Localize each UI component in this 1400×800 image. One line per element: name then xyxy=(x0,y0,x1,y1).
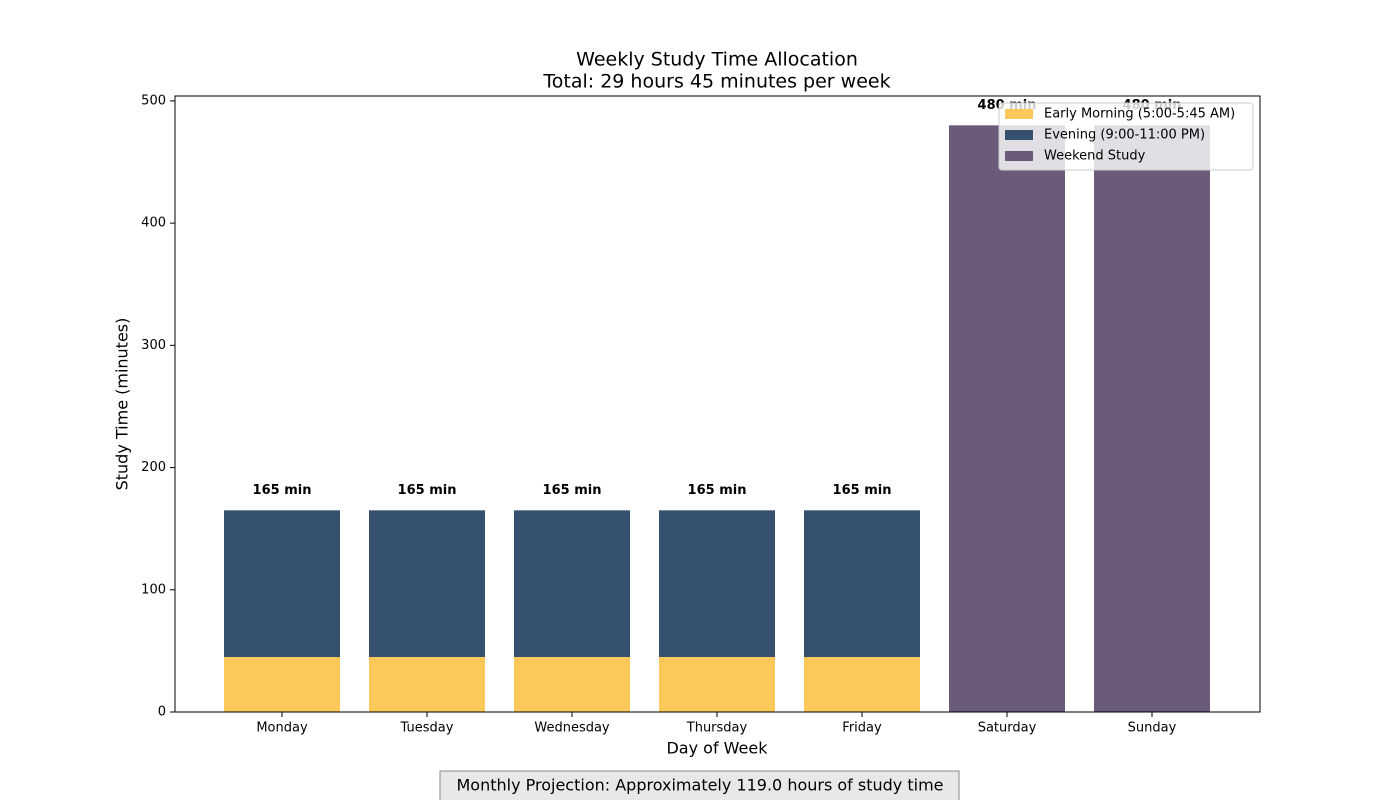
x-axis-label: Day of Week xyxy=(666,739,768,758)
bar-segment xyxy=(804,510,920,657)
bar-segment xyxy=(949,125,1065,713)
y-tick-label: 500 xyxy=(141,93,166,108)
bar-segment xyxy=(369,510,485,657)
legend-label: Early Morning (5:00-5:45 AM) xyxy=(1044,107,1235,122)
bar-segment xyxy=(224,510,340,657)
chart-title: Weekly Study Time Allocation xyxy=(576,49,858,71)
legend-swatch xyxy=(1005,130,1033,140)
bar-segment xyxy=(1094,125,1210,713)
x-tick-label: Wednesday xyxy=(534,721,610,736)
y-tick-label: 300 xyxy=(141,338,166,353)
x-tick-label: Tuesday xyxy=(400,721,454,736)
total-label: 165 min xyxy=(253,483,312,498)
bar-segment xyxy=(514,657,630,712)
legend-swatch xyxy=(1005,151,1033,161)
bar-segment xyxy=(659,657,775,712)
bar-segment xyxy=(514,510,630,657)
footnote-box xyxy=(439,770,960,800)
total-label: 165 min xyxy=(543,483,602,498)
y-axis-label: Study Time (minutes) xyxy=(113,318,132,491)
x-tick-label: Friday xyxy=(842,721,882,736)
legend-label: Evening (9:00-11:00 PM) xyxy=(1044,128,1205,143)
bar-segment xyxy=(369,657,485,712)
x-tick-label: Monday xyxy=(256,721,308,736)
bar-segment xyxy=(804,657,920,712)
total-label: 165 min xyxy=(398,483,457,498)
y-tick-label: 0 xyxy=(158,705,166,720)
legend-swatch xyxy=(1005,109,1033,119)
bar-segment xyxy=(224,657,340,712)
y-tick-label: 400 xyxy=(141,216,166,231)
footnote: Monthly Projection: Approximately 119.0 … xyxy=(456,776,943,795)
legend-label: Weekend Study xyxy=(1044,149,1146,164)
x-tick-label: Sunday xyxy=(1128,721,1177,736)
plot-frame xyxy=(174,95,1261,713)
bar-segment xyxy=(659,510,775,657)
total-label: 165 min xyxy=(833,483,892,498)
x-tick-label: Saturday xyxy=(978,721,1037,736)
x-tick-label: Thursday xyxy=(686,721,748,736)
chart-subtitle: Total: 29 hours 45 minutes per week xyxy=(542,71,890,93)
y-tick-label: 200 xyxy=(141,460,166,475)
total-label: 165 min xyxy=(688,483,747,498)
y-tick-label: 100 xyxy=(141,582,166,597)
legend-box xyxy=(998,102,1254,171)
